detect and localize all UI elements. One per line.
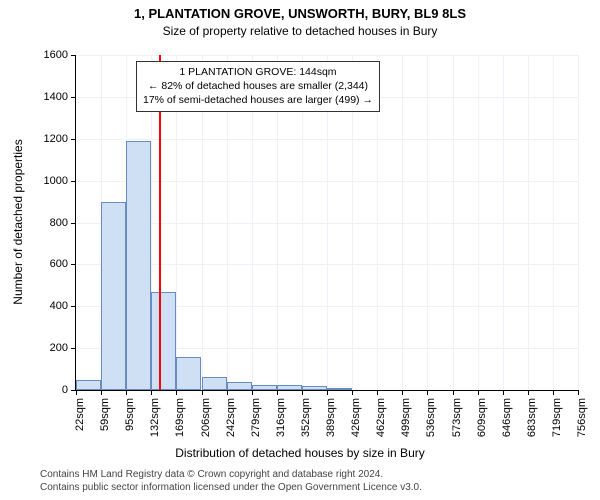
x-tick-label: 536sqm — [425, 398, 437, 437]
grid-line — [427, 55, 428, 390]
x-tick-mark — [453, 390, 454, 395]
x-tick-label: 206sqm — [200, 398, 212, 437]
x-tick-label: 646sqm — [501, 398, 513, 437]
x-tick-mark — [252, 390, 253, 395]
x-tick-mark — [503, 390, 504, 395]
chart-subtitle: Size of property relative to detached ho… — [0, 24, 600, 38]
histogram-bar — [327, 388, 352, 391]
x-tick-mark — [76, 390, 77, 395]
grid-line — [453, 55, 454, 390]
x-tick-label: 22sqm — [74, 398, 86, 431]
x-tick-label: 389sqm — [325, 398, 337, 437]
x-tick-label: 316sqm — [275, 398, 287, 437]
y-tick-label: 200 — [50, 342, 68, 354]
y-tick-label: 0 — [62, 384, 68, 396]
y-tick-mark — [71, 223, 76, 224]
x-axis-label: Distribution of detached houses by size … — [0, 446, 600, 460]
y-tick-label: 1000 — [44, 175, 68, 187]
histogram-bar — [252, 385, 277, 390]
footer-line1: Contains HM Land Registry data © Crown c… — [40, 468, 422, 481]
y-tick-label: 400 — [50, 300, 68, 312]
annotation-line2: ← 82% of detached houses are smaller (2,… — [143, 79, 373, 93]
x-tick-mark — [277, 390, 278, 395]
histogram-bar — [76, 380, 101, 390]
x-tick-mark — [126, 390, 127, 395]
y-tick-mark — [71, 181, 76, 182]
grid-line — [528, 55, 529, 390]
chart-title-line1: 1, PLANTATION GROVE, UNSWORTH, BURY, BL9… — [0, 6, 600, 21]
x-tick-mark — [176, 390, 177, 395]
y-tick-label: 1200 — [44, 133, 68, 145]
plot-area: 0200400600800100012001400160022sqm59sqm9… — [75, 55, 578, 391]
x-tick-mark — [302, 390, 303, 395]
x-tick-mark — [202, 390, 203, 395]
y-tick-mark — [71, 55, 76, 56]
x-tick-mark — [427, 390, 428, 395]
x-tick-mark — [578, 390, 579, 395]
footer-attribution: Contains HM Land Registry data © Crown c… — [40, 468, 422, 494]
x-tick-label: 426sqm — [350, 398, 362, 437]
y-tick-mark — [71, 306, 76, 307]
y-axis-label: Number of detached properties — [11, 139, 25, 304]
histogram-bar — [277, 385, 302, 390]
x-tick-label: 169sqm — [174, 398, 186, 437]
histogram-bar — [227, 382, 252, 390]
y-tick-label: 1400 — [44, 91, 68, 103]
y-tick-mark — [71, 264, 76, 265]
x-tick-label: 95sqm — [124, 398, 136, 431]
x-tick-label: 719sqm — [551, 398, 563, 437]
histogram-bar — [176, 357, 201, 391]
grid-line — [553, 55, 554, 390]
x-tick-label: 242sqm — [225, 398, 237, 437]
x-tick-label: 499sqm — [400, 398, 412, 437]
x-tick-label: 683sqm — [526, 398, 538, 437]
grid-line — [503, 55, 504, 390]
x-tick-label: 462sqm — [375, 398, 387, 437]
annotation-line1: 1 PLANTATION GROVE: 144sqm — [143, 65, 373, 79]
y-tick-label: 800 — [50, 217, 68, 229]
histogram-bar — [151, 292, 176, 390]
x-tick-label: 352sqm — [300, 398, 312, 437]
y-tick-mark — [71, 139, 76, 140]
x-tick-mark — [553, 390, 554, 395]
x-tick-mark — [478, 390, 479, 395]
x-tick-mark — [101, 390, 102, 395]
chart-container: 1, PLANTATION GROVE, UNSWORTH, BURY, BL9… — [0, 0, 600, 500]
x-tick-label: 279sqm — [250, 398, 262, 437]
x-tick-label: 132sqm — [149, 398, 161, 437]
grid-line — [578, 55, 579, 390]
histogram-bar — [302, 386, 327, 390]
y-tick-mark — [71, 348, 76, 349]
x-tick-label: 573sqm — [451, 398, 463, 437]
x-tick-mark — [377, 390, 378, 395]
y-tick-label: 1600 — [44, 49, 68, 61]
annotation-line3: 17% of semi-detached houses are larger (… — [143, 93, 373, 107]
grid-line — [402, 55, 403, 390]
histogram-bar — [101, 202, 126, 390]
x-tick-mark — [227, 390, 228, 395]
histogram-bar — [126, 141, 151, 390]
x-tick-mark — [327, 390, 328, 395]
annotation-box: 1 PLANTATION GROVE: 144sqm ← 82% of deta… — [136, 61, 380, 112]
x-tick-mark — [402, 390, 403, 395]
histogram-bar — [202, 377, 227, 390]
x-tick-label: 59sqm — [99, 398, 111, 431]
x-tick-mark — [151, 390, 152, 395]
y-tick-mark — [71, 97, 76, 98]
x-tick-mark — [528, 390, 529, 395]
grid-line — [478, 55, 479, 390]
footer-line2: Contains public sector information licen… — [40, 481, 422, 494]
x-tick-label: 756sqm — [576, 398, 588, 437]
x-tick-label: 609sqm — [476, 398, 488, 437]
y-tick-label: 600 — [50, 258, 68, 270]
x-tick-mark — [352, 390, 353, 395]
